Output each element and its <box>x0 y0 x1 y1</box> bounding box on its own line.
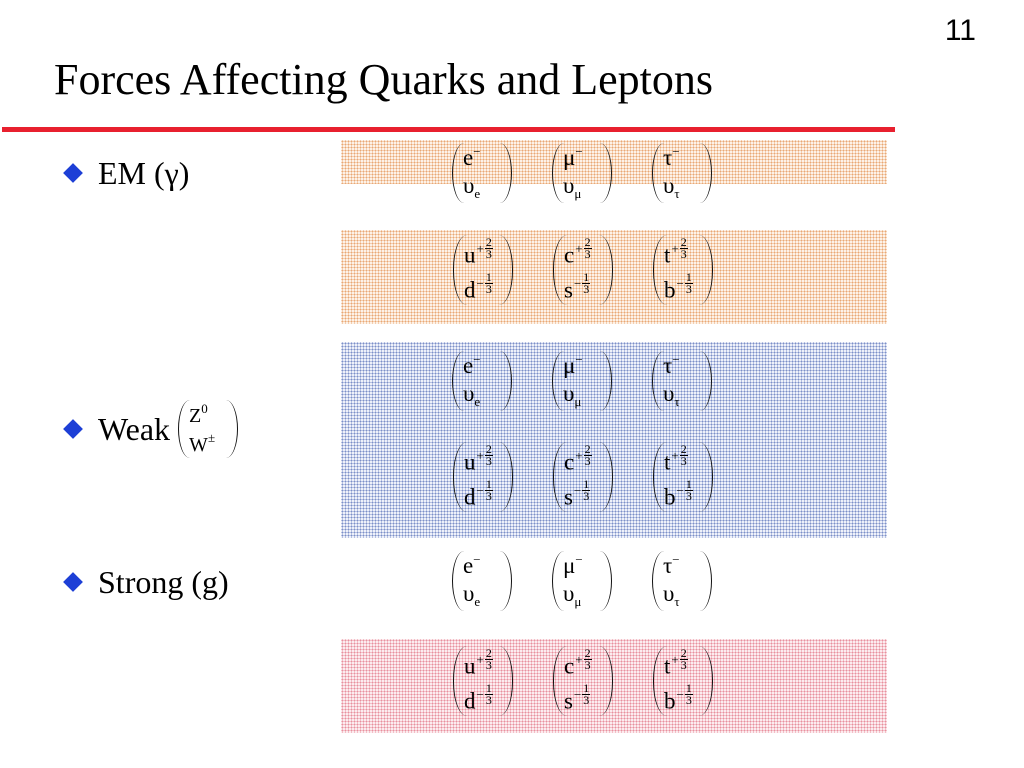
charged-lepton: τ− <box>663 352 680 378</box>
w-boson: W± <box>189 430 216 456</box>
lepton-doublet: τ− υτ <box>652 143 712 203</box>
up-type-quark: c +2 3 <box>564 235 592 268</box>
charge-fraction: +2 3 <box>476 442 493 469</box>
charge-fraction: −1 3 <box>573 269 591 297</box>
up-type-quark: u +2 3 <box>464 646 493 679</box>
down-type-quark: b −1 3 <box>664 269 693 303</box>
quark-doublet: u +2 3 d −1 3 <box>453 442 513 512</box>
quark-doublet: c +2 3 s −1 3 <box>553 646 613 716</box>
lepton-doublet: e− υe <box>452 143 512 203</box>
charge-fraction: +2 3 <box>671 442 688 469</box>
charge-fraction: +2 3 <box>671 235 688 262</box>
charge-fraction: +2 3 <box>575 235 592 262</box>
slide-number: 11 <box>944 14 976 47</box>
charged-lepton: τ− <box>663 552 680 578</box>
quark-doublet: t +2 3 b −1 3 <box>653 442 713 512</box>
weak-quark-row: u +2 3 d −1 3 c +2 3 s −1 3 t +2 3 b −1 3 <box>453 442 743 512</box>
charge-fraction: +2 3 <box>476 646 493 673</box>
down-type-quark: b −1 3 <box>664 680 693 714</box>
neutrino: υτ <box>663 172 680 201</box>
lepton-doublet: τ− υτ <box>652 551 712 611</box>
quark-doublet: c +2 3 s −1 3 <box>553 442 613 512</box>
neutrino: υe <box>463 172 481 201</box>
strong-quark-band <box>341 639 887 733</box>
charge-fraction: +2 3 <box>575 442 592 469</box>
charge-fraction: −1 3 <box>676 680 693 708</box>
lepton-doublet: e− υe <box>452 351 512 411</box>
z-boson: Z0 <box>189 401 208 427</box>
charged-lepton: μ− <box>563 552 583 578</box>
charged-lepton: e− <box>463 352 481 378</box>
lepton-doublet: μ− υμ <box>552 143 612 203</box>
bullet-weak-label: Weak <box>98 411 171 447</box>
quark-doublet: u +2 3 d −1 3 <box>453 235 513 305</box>
em-lepton-row: e− υe μ− υμ τ− υτ <box>452 143 742 203</box>
bullet-em-label: EM (γ) <box>98 155 190 191</box>
down-type-quark: d −1 3 <box>464 269 493 303</box>
quark-doublet: t +2 3 b −1 3 <box>653 646 713 716</box>
strong-quark-row: u +2 3 d −1 3 c +2 3 s −1 3 t +2 3 b −1 3 <box>453 646 743 716</box>
quark-doublet: t +2 3 b −1 3 <box>653 235 713 305</box>
charged-lepton: μ− <box>563 144 583 170</box>
strong-lepton-row: e− υe μ− υμ τ− υτ <box>452 551 742 611</box>
bullet-em: EM (γ) <box>63 155 190 191</box>
diamond-bullet-icon <box>63 572 83 592</box>
charge-fraction: +2 3 <box>671 646 688 673</box>
charge-fraction: −1 3 <box>476 269 493 297</box>
up-type-quark: u +2 3 <box>464 442 493 475</box>
charge-fraction: −1 3 <box>476 476 493 504</box>
down-type-quark: d −1 3 <box>464 680 493 714</box>
lepton-doublet: μ− υμ <box>552 551 612 611</box>
lepton-doublet: e− υe <box>452 551 512 611</box>
weak-boson-doublet: Z0 W± <box>178 400 239 458</box>
down-type-quark: s −1 3 <box>564 680 591 714</box>
up-type-quark: c +2 3 <box>564 442 592 475</box>
up-type-quark: t +2 3 <box>664 646 688 679</box>
charged-lepton: τ− <box>663 144 680 170</box>
weak-band <box>341 342 887 538</box>
quark-doublet: u +2 3 d −1 3 <box>453 646 513 716</box>
slide-title: Forces Affecting Quarks and Leptons <box>54 55 714 104</box>
em-lepton-band <box>341 140 887 184</box>
neutrino: υe <box>463 580 481 609</box>
down-type-quark: s −1 3 <box>564 269 591 303</box>
up-type-quark: u +2 3 <box>464 235 493 268</box>
up-type-quark: c +2 3 <box>564 646 592 679</box>
weak-lepton-row: e− υe μ− υμ τ− υτ <box>452 351 742 411</box>
charged-lepton: μ− <box>563 352 583 378</box>
neutrino: υτ <box>663 380 680 409</box>
up-type-quark: t +2 3 <box>664 235 688 268</box>
down-type-quark: b −1 3 <box>664 476 693 510</box>
title-underline <box>2 127 895 132</box>
lepton-doublet: μ− υμ <box>552 351 612 411</box>
down-type-quark: s −1 3 <box>564 476 591 510</box>
charge-fraction: +2 3 <box>575 646 592 673</box>
charge-fraction: −1 3 <box>676 269 693 297</box>
charge-fraction: +2 3 <box>476 235 493 262</box>
neutrino: υμ <box>563 580 582 609</box>
up-type-quark: t +2 3 <box>664 442 688 475</box>
down-type-quark: d −1 3 <box>464 476 493 510</box>
em-quark-row: u +2 3 d −1 3 c +2 3 s −1 3 t +2 3 b −1 3 <box>453 235 743 305</box>
neutrino: υμ <box>563 172 582 201</box>
bullet-strong-label: Strong (g) <box>98 564 229 600</box>
em-quark-band <box>341 230 887 324</box>
charge-fraction: −1 3 <box>676 476 693 504</box>
quark-doublet: c +2 3 s −1 3 <box>553 235 613 305</box>
bullet-weak: Weak Z0 W± <box>63 400 239 458</box>
neutrino: υμ <box>563 380 582 409</box>
bullet-strong: Strong (g) <box>63 564 229 600</box>
charge-fraction: −1 3 <box>573 680 591 708</box>
neutrino: υτ <box>663 580 680 609</box>
charged-lepton: e− <box>463 144 481 170</box>
lepton-doublet: τ− υτ <box>652 351 712 411</box>
neutrino: υe <box>463 380 481 409</box>
charge-fraction: −1 3 <box>476 680 493 708</box>
diamond-bullet-icon <box>63 163 83 183</box>
diamond-bullet-icon <box>63 419 83 439</box>
charge-fraction: −1 3 <box>573 476 591 504</box>
charged-lepton: e− <box>463 552 481 578</box>
